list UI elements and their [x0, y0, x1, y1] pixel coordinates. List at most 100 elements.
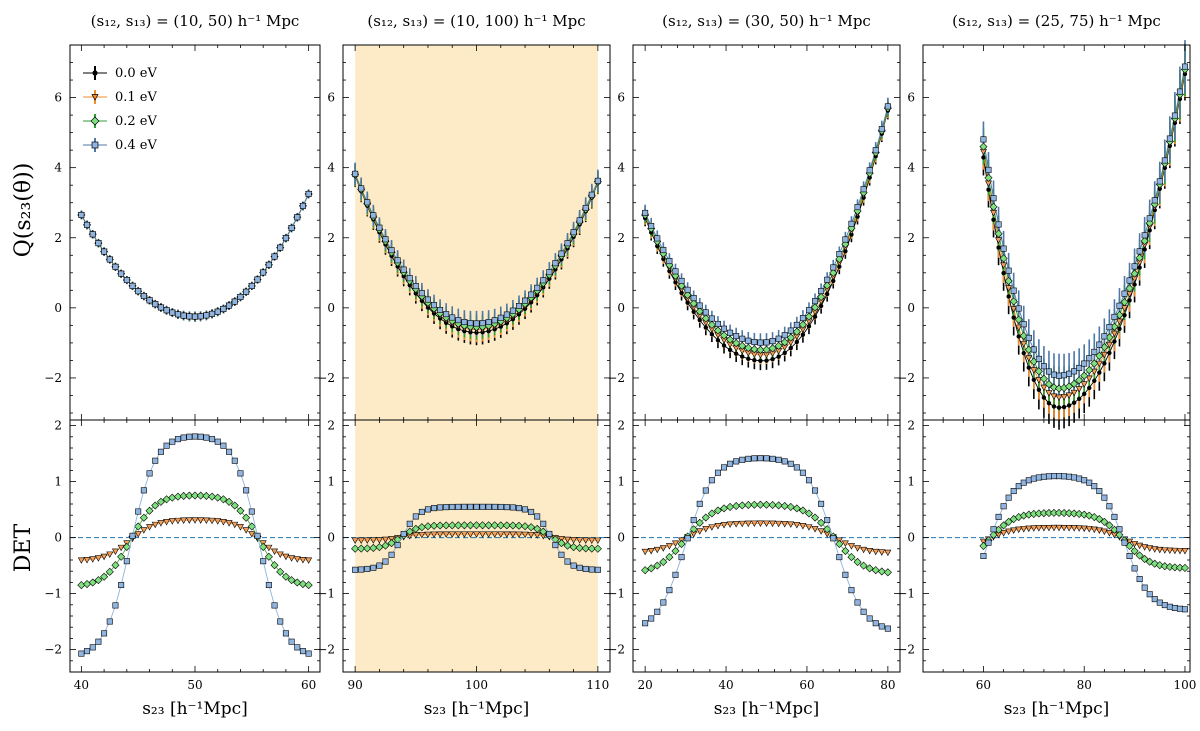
det-point	[534, 513, 541, 520]
det-point	[213, 493, 222, 502]
top-point	[884, 103, 891, 110]
top-point	[1145, 219, 1154, 228]
det-point	[375, 537, 383, 544]
det-point	[1004, 517, 1013, 526]
det-point	[739, 456, 746, 463]
det-point	[112, 602, 119, 609]
det-point	[1165, 562, 1174, 571]
top-point	[733, 351, 739, 356]
top-point	[515, 303, 522, 310]
y-tick-label: 4	[907, 161, 915, 175]
top-point	[169, 309, 176, 316]
det-point	[750, 500, 759, 509]
det-point	[197, 517, 205, 524]
det-point	[95, 638, 102, 645]
highlight-band	[355, 45, 598, 672]
x-tick-label: 40	[74, 678, 89, 692]
det-point	[762, 500, 771, 509]
det-point	[454, 531, 462, 538]
det-point	[1121, 539, 1128, 546]
det-point	[1091, 483, 1098, 490]
top-point	[1090, 359, 1099, 368]
det-point	[146, 470, 153, 477]
det-point	[485, 503, 492, 510]
top-point	[288, 224, 295, 231]
det-point	[1151, 546, 1159, 553]
det-point	[570, 537, 578, 544]
top-point	[443, 311, 450, 318]
det-point	[1065, 525, 1073, 532]
det-point	[642, 620, 649, 627]
legend: 0.0 eV 0.1 eV 0.2 eV 0.4 eV	[83, 66, 158, 153]
det-point	[878, 549, 886, 556]
top-point	[522, 297, 529, 304]
panel-1: 90 100 110 −2 0 2 4 6 −2 −1 0 1 2 (s₁₂, s₁₃) = (10, 1…	[317, 12, 611, 719]
top-point	[744, 343, 753, 352]
det-point	[854, 599, 861, 606]
det-point	[726, 502, 735, 511]
top-point	[157, 304, 164, 311]
top-point	[1075, 386, 1083, 393]
det-point	[83, 557, 91, 564]
top-point	[1076, 396, 1082, 402]
top-point	[1151, 197, 1158, 204]
top-point	[709, 332, 715, 337]
det-point	[299, 557, 307, 564]
det-point	[847, 553, 856, 562]
det-point	[248, 508, 255, 515]
top-point	[757, 339, 764, 346]
top-point	[1071, 400, 1077, 405]
top-point	[981, 155, 986, 160]
det-point	[111, 548, 119, 556]
top-point	[751, 338, 758, 345]
det-point	[750, 520, 758, 527]
det-point	[400, 530, 407, 537]
det-point	[1130, 547, 1139, 556]
y-tick-label: 0	[54, 531, 62, 545]
det-point	[1035, 525, 1043, 532]
y-tick-label: 0	[907, 531, 915, 545]
det-point	[1150, 559, 1159, 568]
top-point	[294, 214, 301, 221]
top-point	[990, 210, 998, 217]
det-point	[811, 513, 820, 522]
det-point	[841, 546, 850, 556]
det-point	[111, 561, 120, 570]
det-point	[169, 438, 176, 445]
det-point	[466, 521, 475, 530]
top-point	[186, 313, 193, 320]
top-point	[721, 343, 727, 348]
det-point	[1105, 521, 1114, 530]
det-point	[999, 521, 1008, 530]
det-point	[762, 520, 771, 527]
det-point	[122, 542, 131, 551]
top-point	[491, 317, 498, 324]
top-point	[282, 235, 289, 242]
det-point	[276, 567, 285, 576]
det-point	[497, 503, 504, 510]
top-point	[1014, 315, 1023, 324]
det-point	[701, 513, 710, 522]
det-point	[139, 513, 148, 522]
top-point	[1082, 391, 1087, 397]
top-point	[695, 307, 704, 316]
top-point	[1106, 324, 1113, 331]
det-point	[1000, 503, 1007, 510]
det-point	[271, 602, 278, 609]
det-point	[264, 552, 273, 561]
det-point	[1071, 474, 1078, 481]
top-point	[733, 333, 740, 340]
det-point	[293, 556, 301, 563]
det-point	[484, 521, 493, 530]
det-point	[1010, 488, 1017, 495]
top-point	[739, 335, 746, 342]
top-point	[1075, 376, 1084, 385]
det-point	[1156, 599, 1163, 606]
det-point	[406, 520, 413, 527]
y-tick-label: −1	[897, 587, 915, 601]
det-point	[491, 531, 499, 538]
top-point	[701, 314, 710, 323]
top-point	[804, 312, 814, 321]
top-point	[1102, 361, 1107, 366]
top-point	[842, 236, 849, 243]
